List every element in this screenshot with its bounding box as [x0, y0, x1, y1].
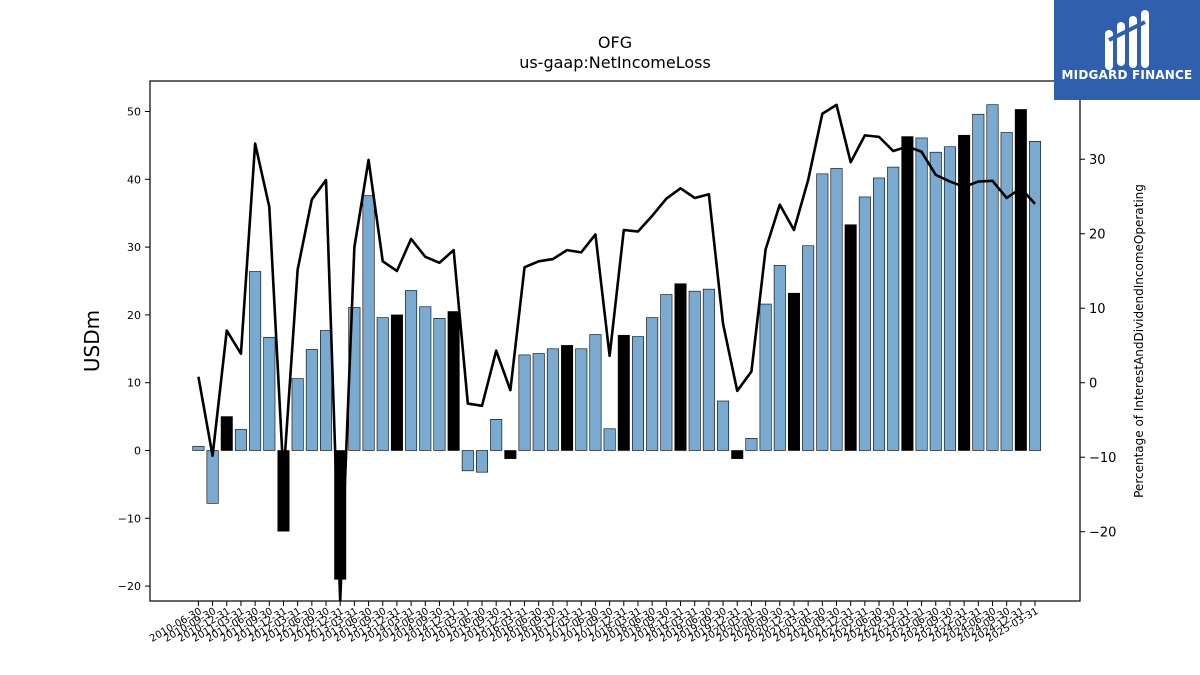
bar [305, 349, 318, 451]
midgard-finance-logo: MIDGARD FINANCE [1054, 0, 1200, 100]
chart-subtitle: us-gaap:NetIncomeLoss [519, 53, 711, 72]
bar [376, 317, 389, 451]
bar [263, 336, 276, 451]
bar [943, 146, 956, 451]
y-axis-label: USDm [80, 310, 104, 372]
logo-text: MIDGARD FINANCE [1061, 68, 1193, 82]
y2-tick-label: 10 [1089, 302, 1106, 317]
bar [320, 330, 333, 451]
bar [575, 348, 588, 451]
bar [702, 288, 715, 451]
chart-title: OFG [598, 33, 632, 52]
bar [816, 173, 829, 451]
y2-tick-label: 20 [1089, 228, 1106, 243]
y-tick-label: 40 [127, 173, 141, 186]
bar [858, 196, 871, 451]
line-series [197, 103, 1036, 601]
bar [929, 151, 942, 451]
bar [532, 353, 545, 451]
bar [1000, 132, 1013, 451]
bar [1014, 109, 1027, 451]
y-tick-label: 0 [134, 444, 141, 457]
bar [589, 334, 602, 451]
bar [561, 345, 574, 451]
bar [419, 306, 432, 451]
y2-tick-label: −20 [1089, 526, 1116, 541]
bar [830, 168, 843, 451]
y-tick-label: −10 [118, 512, 141, 525]
bar [844, 224, 857, 451]
bar [802, 245, 815, 451]
bar [986, 104, 999, 451]
bars-layer [192, 104, 1042, 580]
y-tick-label: 30 [127, 241, 141, 254]
bar [447, 311, 460, 451]
bar [915, 137, 928, 451]
y2-tick-label: 30 [1089, 153, 1106, 168]
bar [291, 378, 304, 451]
bar [773, 265, 786, 451]
bar [405, 290, 418, 451]
y-tick-label: 10 [127, 377, 141, 390]
y2-tick-label: 0 [1089, 377, 1097, 392]
bar [234, 429, 247, 451]
bar [887, 166, 900, 451]
bar [192, 446, 205, 451]
bar [461, 450, 474, 472]
axes-layer: −20−1001020304050−20−1001020302010-06-30… [118, 80, 1116, 645]
bar [603, 428, 616, 451]
bar [972, 113, 985, 451]
bar [958, 134, 971, 451]
bar [390, 314, 403, 451]
bar [220, 416, 233, 451]
y2-tick-label: −10 [1089, 451, 1116, 466]
bar [759, 303, 772, 451]
bar [504, 450, 517, 459]
bar [745, 437, 758, 451]
bar [717, 400, 730, 451]
plot-frame [149, 80, 1081, 602]
bar [546, 348, 559, 451]
bar [277, 450, 290, 532]
bar [433, 317, 446, 451]
bar [731, 450, 744, 459]
y-tick-label: 50 [127, 106, 141, 119]
bar [206, 450, 219, 504]
bar [646, 317, 659, 451]
y-tick-label: −20 [118, 580, 141, 593]
bar [660, 294, 673, 451]
bar [873, 177, 886, 451]
y2-axis-label: Percentage of InterestAndDividendIncomeO… [1132, 184, 1146, 498]
bar [362, 195, 375, 451]
bar [787, 292, 800, 451]
line-layer [197, 103, 1036, 601]
bar [490, 419, 503, 451]
bar [674, 283, 687, 451]
bar [518, 354, 531, 451]
midgard-logo-icon [1105, 10, 1149, 70]
bar [631, 336, 644, 451]
bar [688, 290, 701, 451]
y-tick-label: 20 [127, 309, 141, 322]
bar [475, 450, 488, 473]
bar [617, 334, 630, 451]
bar [249, 271, 262, 451]
bar [1029, 141, 1042, 451]
bar [901, 136, 914, 451]
